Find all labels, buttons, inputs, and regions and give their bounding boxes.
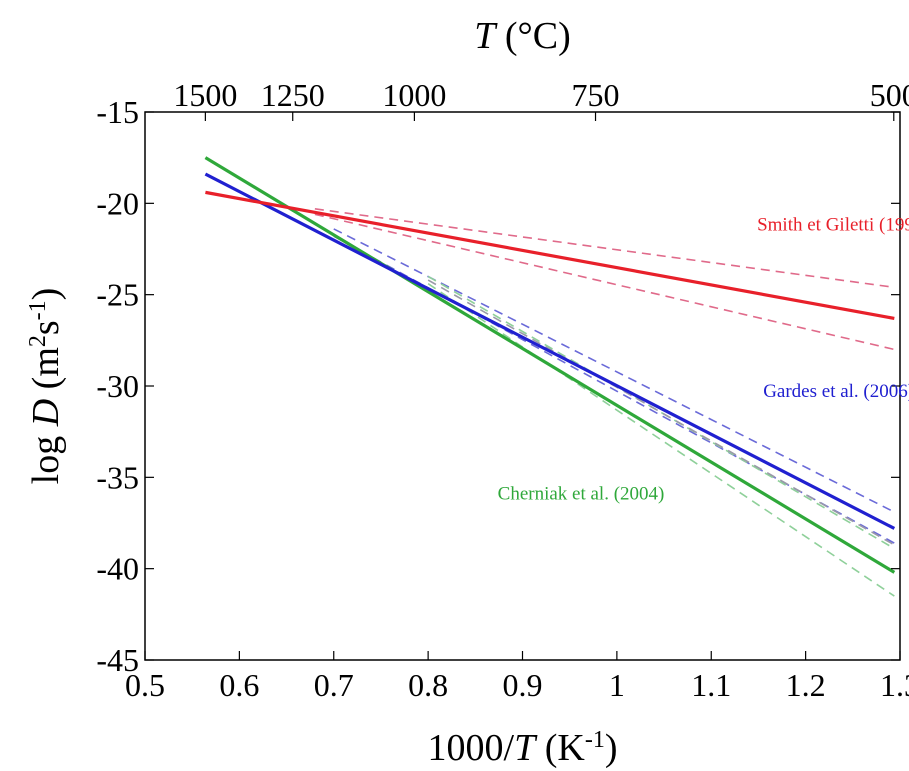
series-line-2	[204, 156, 896, 574]
y-tick-label: -20	[96, 185, 139, 221]
x-tick-label: 0.7	[314, 667, 354, 703]
y-axis-variable: D	[25, 399, 67, 427]
bound-extra-0	[427, 279, 895, 546]
top-tick-labels: 1500 1250 1000 750 500	[173, 77, 909, 113]
y-axis-unit-exp2: -1	[25, 300, 51, 320]
series-lines	[204, 156, 896, 574]
y-tick-label: -35	[96, 459, 139, 495]
top-tick-label: 500	[870, 77, 909, 113]
bound-lower-2	[427, 283, 895, 597]
x-axis-unit-close: )	[605, 727, 618, 769]
top-axis-unit: (°C)	[495, 15, 570, 57]
y-axis-unit-mid: s	[25, 320, 67, 335]
x-axis-variable: T	[514, 727, 538, 769]
x-tick-label: 0.6	[219, 667, 259, 703]
x-tick-label: 1	[609, 667, 625, 703]
series-annotation-0: Smith et Giletti (1997)	[757, 215, 909, 236]
y-axis-prefix: log	[25, 426, 67, 484]
bound-upper-2	[427, 275, 895, 550]
bound-lower-0	[314, 213, 895, 351]
top-axis-title: T (°C)	[474, 15, 571, 57]
series-line-0	[205, 190, 895, 320]
x-axis-unit-exponent: -1	[585, 727, 605, 753]
top-tick-label: 750	[572, 77, 620, 113]
y-tick-label: -25	[96, 277, 139, 313]
y-tick-label: -30	[96, 368, 139, 404]
top-axis-variable: T	[474, 15, 498, 57]
x-tick-label: 1.3	[880, 667, 909, 703]
bound-upper-0	[314, 208, 895, 289]
x-tick-label: 1.2	[786, 667, 826, 703]
ticks	[144, 111, 901, 661]
top-tick-label: 1500	[173, 77, 237, 113]
series-annotation-1: Gardes et al. (2006)	[763, 381, 909, 402]
series-line-1	[204, 172, 896, 530]
x-axis-unit-open: (K	[535, 727, 585, 769]
x-tick-label: 1.1	[691, 667, 731, 703]
y-axis-unit-close: )	[25, 288, 67, 301]
series-annotation-2: Cherniak et al. (2004)	[498, 483, 665, 504]
y-tick-label: -15	[96, 94, 139, 130]
y-axis-unit-open: (m	[25, 347, 67, 399]
y-tick-label: -40	[96, 551, 139, 587]
y-tick-label: -45	[96, 642, 139, 678]
y-axis-title: log D (m2s-1)	[25, 288, 67, 485]
x-axis-prefix: 1000/	[428, 727, 515, 769]
bound-upper-1	[333, 228, 895, 513]
annotations: Smith et Giletti (1997) Gardes et al. (20…	[498, 215, 909, 505]
y-axis-unit-exp1: 2	[25, 335, 51, 347]
x-tick-label: 0.9	[503, 667, 543, 703]
y-tick-labels: -15 -20 -25 -30 -35 -40 -45	[96, 94, 139, 678]
x-axis-title: 1000/T (K-1)	[428, 727, 618, 769]
x-tick-label: 0.8	[408, 667, 448, 703]
x-tick-labels: 0.5 0.6 0.7 0.8 0.9 1 1.1 1.2 1.3	[125, 667, 909, 703]
x-tick-label: 0.5	[125, 667, 165, 703]
top-tick-label: 1250	[261, 77, 325, 113]
top-tick-label: 1000	[382, 77, 446, 113]
